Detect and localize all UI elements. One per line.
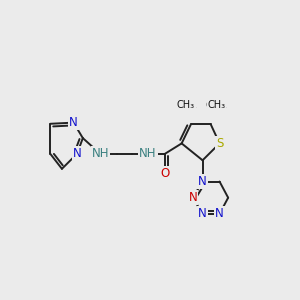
Text: N: N <box>198 207 207 220</box>
Text: N: N <box>69 116 78 129</box>
Text: CH₃: CH₃ <box>177 100 195 110</box>
Text: CH₃: CH₃ <box>208 100 226 110</box>
Text: CH₃: CH₃ <box>206 99 227 112</box>
Text: S: S <box>216 137 223 150</box>
Text: NH: NH <box>92 147 109 160</box>
Text: N: N <box>188 191 197 204</box>
Text: N: N <box>73 147 81 160</box>
Text: N: N <box>215 207 224 220</box>
Text: N: N <box>198 175 207 188</box>
Text: NH: NH <box>139 147 157 160</box>
Text: O: O <box>160 167 170 180</box>
Text: CH₃: CH₃ <box>175 99 197 112</box>
